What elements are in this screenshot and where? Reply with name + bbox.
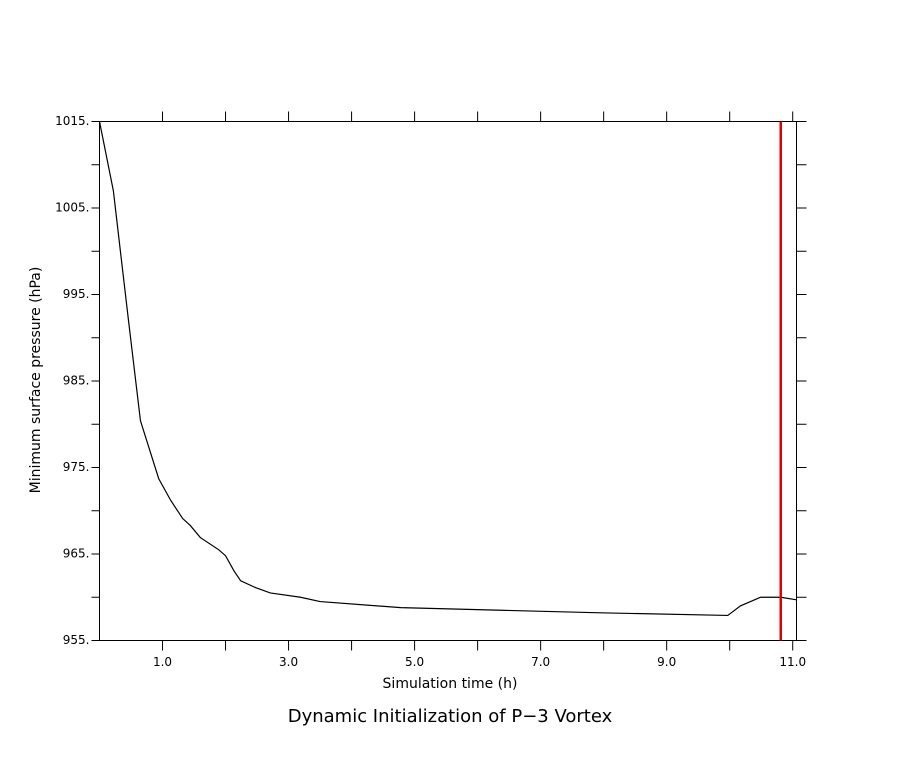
y-tick-label: 1005. xyxy=(55,201,89,215)
y-tick-label: 975. xyxy=(63,460,90,474)
x-tick-label: 9.0 xyxy=(657,655,676,669)
y-tick-label: 965. xyxy=(63,547,90,561)
x-axis-label: Simulation time (h) xyxy=(383,676,518,692)
x-tick-label: 1.0 xyxy=(153,655,172,669)
chart-title: Dynamic Initialization of P−3 Vortex xyxy=(288,706,613,727)
y-axis-label: Minimum surface pressure (hPa) xyxy=(28,267,44,494)
y-tick-label: 1015. xyxy=(55,114,89,128)
x-tick-label: 7.0 xyxy=(531,655,550,669)
x-tick-label: 5.0 xyxy=(405,655,424,669)
y-tick-label: 995. xyxy=(63,287,90,301)
x-tick-label: 11.0 xyxy=(779,655,806,669)
y-tick-label: 985. xyxy=(63,374,90,388)
y-tick-label: 955. xyxy=(63,633,90,647)
x-tick-label: 3.0 xyxy=(279,655,298,669)
data-line xyxy=(98,121,797,617)
